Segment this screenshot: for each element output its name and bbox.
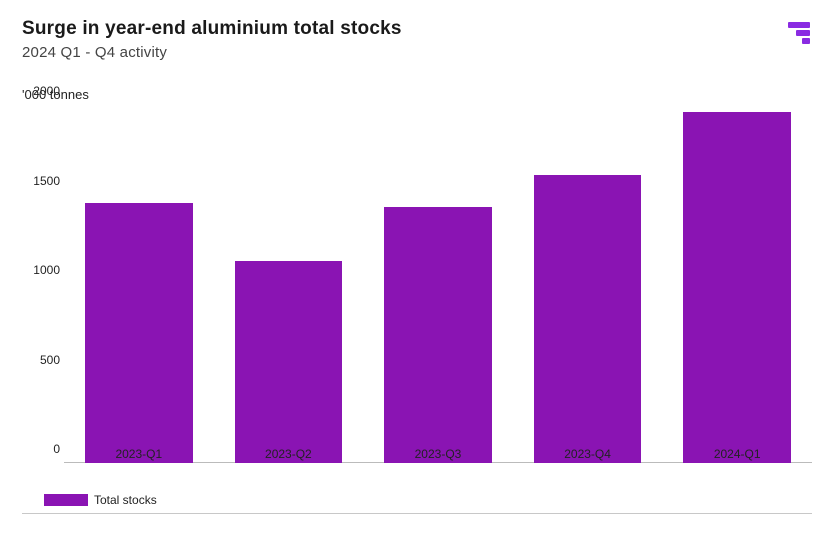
x-tick-label: 2023-Q1: [64, 441, 214, 463]
y-tick-label: 1000: [22, 263, 60, 277]
bar: [384, 207, 492, 463]
bar: [534, 175, 642, 463]
x-tick-label: 2023-Q4: [513, 441, 663, 463]
chart-subtitle: 2024 Q1 - Q4 activity: [22, 44, 402, 61]
bar-slot: [363, 105, 513, 463]
plot-wrap: 0500100015002000 2023-Q12023-Q22023-Q320…: [22, 105, 812, 463]
x-tick-label: 2023-Q2: [214, 441, 364, 463]
x-tick-label: 2024-Q1: [662, 441, 812, 463]
x-tick-label: 2023-Q3: [363, 441, 513, 463]
bars-group: [64, 105, 812, 463]
chart-area: '000 tonnes 0500100015002000 2023-Q12023…: [22, 87, 812, 487]
title-block: Surge in year-end aluminium total stocks…: [22, 18, 402, 61]
y-tick-label: 500: [22, 353, 60, 367]
legend: Total stocks: [22, 493, 812, 507]
y-axis: 0500100015002000: [22, 105, 64, 463]
legend-label: Total stocks: [94, 493, 157, 507]
y-tick-label: 2000: [22, 84, 60, 98]
bar: [683, 112, 791, 463]
chart-title: Surge in year-end aluminium total stocks: [22, 18, 402, 40]
x-axis-labels: 2023-Q12023-Q22023-Q32023-Q42024-Q1: [64, 441, 812, 463]
bar: [85, 203, 193, 463]
y-tick-label: 0: [22, 442, 60, 456]
legend-swatch: [44, 494, 88, 506]
chart-container: Surge in year-end aluminium total stocks…: [0, 0, 834, 540]
brand-logo-icon: [786, 20, 812, 51]
header: Surge in year-end aluminium total stocks…: [22, 18, 812, 61]
bar-slot: [662, 105, 812, 463]
footer-divider: [22, 513, 812, 514]
plot-region: [64, 105, 812, 463]
bar-slot: [214, 105, 364, 463]
bar-slot: [64, 105, 214, 463]
bar: [235, 261, 343, 463]
bar-slot: [513, 105, 663, 463]
y-tick-label: 1500: [22, 174, 60, 188]
